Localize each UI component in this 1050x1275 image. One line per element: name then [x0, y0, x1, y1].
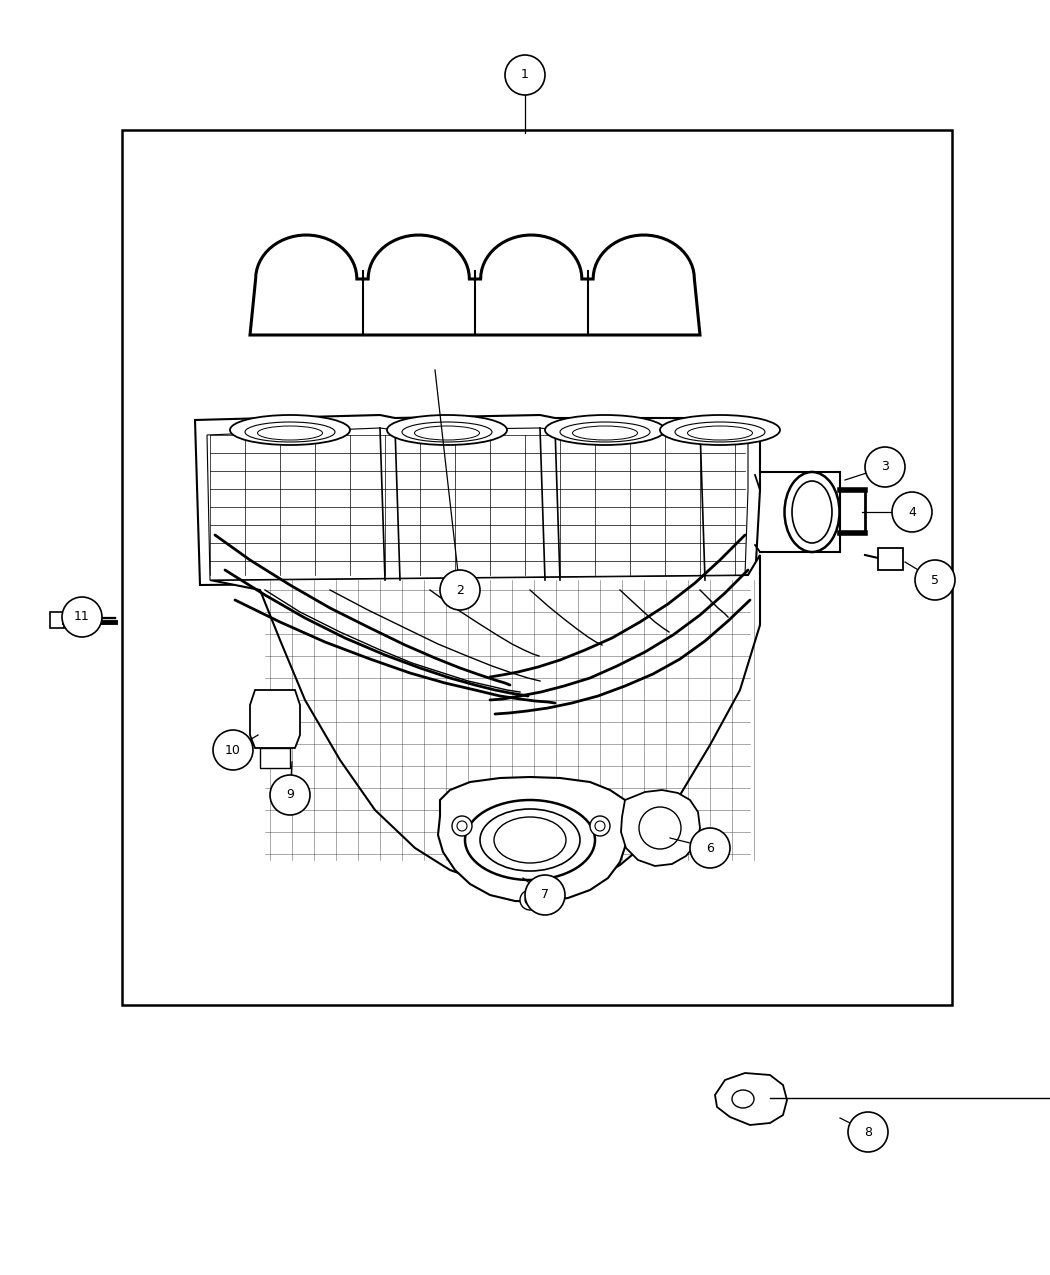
Polygon shape: [250, 235, 700, 335]
Text: 7: 7: [541, 889, 549, 901]
Text: 9: 9: [286, 788, 294, 802]
Ellipse shape: [792, 481, 832, 543]
Ellipse shape: [257, 426, 322, 440]
Circle shape: [590, 816, 610, 836]
Circle shape: [452, 816, 472, 836]
Circle shape: [595, 821, 605, 831]
Ellipse shape: [660, 414, 780, 445]
Polygon shape: [250, 690, 300, 748]
Bar: [878, 548, 903, 570]
Ellipse shape: [402, 422, 492, 442]
Circle shape: [520, 890, 540, 910]
Polygon shape: [195, 414, 760, 585]
Polygon shape: [438, 776, 630, 901]
Ellipse shape: [230, 414, 350, 445]
Text: 10: 10: [225, 743, 240, 756]
Ellipse shape: [387, 414, 507, 445]
Text: 6: 6: [706, 842, 714, 854]
Bar: [50, 612, 64, 629]
Circle shape: [525, 875, 565, 915]
Ellipse shape: [415, 426, 480, 440]
Circle shape: [915, 560, 956, 601]
Circle shape: [505, 55, 545, 96]
Ellipse shape: [560, 422, 650, 442]
Ellipse shape: [494, 817, 566, 863]
Ellipse shape: [572, 426, 637, 440]
Ellipse shape: [688, 426, 753, 440]
Text: 11: 11: [75, 611, 90, 623]
Text: 2: 2: [456, 584, 464, 597]
Bar: [122, 130, 952, 1005]
Ellipse shape: [732, 1090, 754, 1108]
Polygon shape: [210, 555, 760, 890]
Ellipse shape: [245, 422, 335, 442]
Text: 4: 4: [908, 505, 916, 519]
Polygon shape: [207, 428, 748, 580]
Circle shape: [848, 1112, 888, 1153]
Ellipse shape: [480, 810, 580, 871]
Polygon shape: [621, 790, 700, 866]
Ellipse shape: [784, 472, 840, 552]
Circle shape: [690, 827, 730, 868]
Bar: [260, 748, 290, 768]
Circle shape: [270, 775, 310, 815]
Ellipse shape: [465, 799, 595, 880]
Circle shape: [440, 570, 480, 609]
Ellipse shape: [675, 422, 765, 442]
Text: 8: 8: [864, 1126, 872, 1139]
Circle shape: [62, 597, 102, 638]
Circle shape: [457, 821, 467, 831]
Circle shape: [213, 731, 253, 770]
Circle shape: [865, 448, 905, 487]
Ellipse shape: [545, 414, 665, 445]
Polygon shape: [715, 1074, 788, 1125]
Circle shape: [892, 492, 932, 532]
Text: 1: 1: [521, 69, 529, 82]
Ellipse shape: [639, 807, 681, 849]
Text: 3: 3: [881, 460, 889, 473]
Circle shape: [525, 895, 536, 905]
Text: 5: 5: [931, 574, 939, 586]
